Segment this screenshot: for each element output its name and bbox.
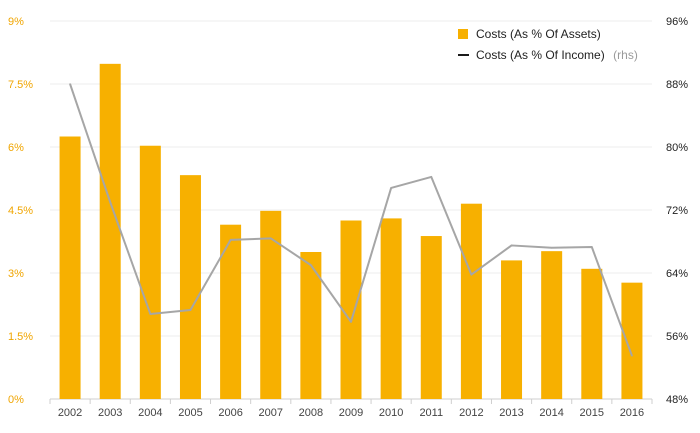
x-tick-label: 2008: [299, 407, 323, 419]
bar: [260, 210, 282, 399]
bar: [59, 136, 81, 399]
right-axis-ticks: 48% 56% 64% 72% 80% 88% 96%: [666, 16, 688, 406]
bar: [340, 220, 362, 399]
line-point: [550, 247, 553, 249]
left-axis-ticks: 0% 1.5% 3% 4.5% 6% 7.5% 9%: [8, 16, 33, 406]
x-tick-label: 2003: [98, 407, 122, 419]
legend-line-label: Costs (As % Of Income) (rhs): [476, 46, 638, 63]
x-tick-label: 2009: [339, 407, 363, 419]
bar: [139, 145, 161, 399]
left-tick-label: 4.5%: [8, 205, 33, 217]
left-tick-label: 9%: [8, 16, 24, 28]
legend-bar-swatch: [458, 29, 468, 39]
bar: [99, 63, 121, 400]
line-point: [350, 321, 352, 323]
right-tick-label: 56%: [666, 331, 688, 343]
right-tick-label: 80%: [666, 142, 688, 154]
bar: [541, 251, 563, 399]
x-tick-label: 2014: [539, 407, 563, 419]
x-tick-label: 2007: [258, 407, 282, 419]
bar: [501, 260, 523, 399]
x-axis-ticks: 2002 2003 2004 2005 2006 2007 2008 2009 2010 2011…: [49, 399, 653, 419]
line-point: [109, 201, 111, 203]
line-series: [69, 83, 633, 357]
x-tick-label: 2013: [499, 407, 523, 419]
bar-series: [59, 63, 643, 400]
legend-bar-label: Costs (As % Of Assets): [476, 27, 601, 41]
x-tick-label: 2004: [138, 407, 162, 419]
line-point: [310, 264, 312, 266]
bar: [581, 268, 603, 399]
x-tick-label: 2010: [379, 407, 403, 419]
x-tick-label: 2005: [178, 407, 202, 419]
left-tick-label: 7.5%: [8, 79, 33, 91]
right-tick-label: 72%: [666, 205, 688, 217]
right-tick-label: 96%: [666, 16, 688, 28]
line-point: [510, 244, 513, 247]
line-point: [631, 354, 633, 357]
right-tick-label: 88%: [666, 79, 688, 91]
left-tick-label: 6%: [8, 142, 24, 154]
right-tick-label: 64%: [666, 268, 688, 280]
line-point: [390, 187, 392, 189]
line-point: [269, 237, 272, 240]
bar: [380, 218, 402, 399]
legend-line-label-main: Costs (As % Of Income): [476, 48, 605, 62]
x-tick-label: 2002: [58, 407, 82, 419]
x-tick-label: 2015: [580, 407, 604, 419]
line-point: [470, 273, 473, 276]
line-point: [430, 176, 433, 178]
right-tick-label: 48%: [666, 394, 688, 406]
line-point: [591, 246, 593, 248]
bar: [300, 252, 322, 399]
bar: [621, 282, 643, 399]
bar: [460, 203, 482, 399]
bar: [420, 236, 442, 399]
bar: [179, 175, 201, 399]
line-point: [69, 83, 71, 85]
left-tick-label: 3%: [8, 268, 24, 280]
line-point: [229, 239, 232, 241]
left-tick-label: 1.5%: [8, 331, 33, 343]
bar: [220, 224, 242, 399]
legend-line-label-rhs: (rhs): [613, 48, 638, 62]
line-point: [189, 309, 192, 311]
x-tick-label: 2011: [419, 407, 443, 419]
left-tick-label: 0%: [8, 394, 24, 406]
x-tick-label: 2016: [620, 407, 644, 419]
x-tick-label: 2006: [218, 407, 242, 419]
line-point: [149, 313, 152, 315]
legend: Costs (As % Of Assets) Costs (As % Of In…: [458, 27, 638, 63]
x-tick-label: 2012: [459, 407, 483, 419]
